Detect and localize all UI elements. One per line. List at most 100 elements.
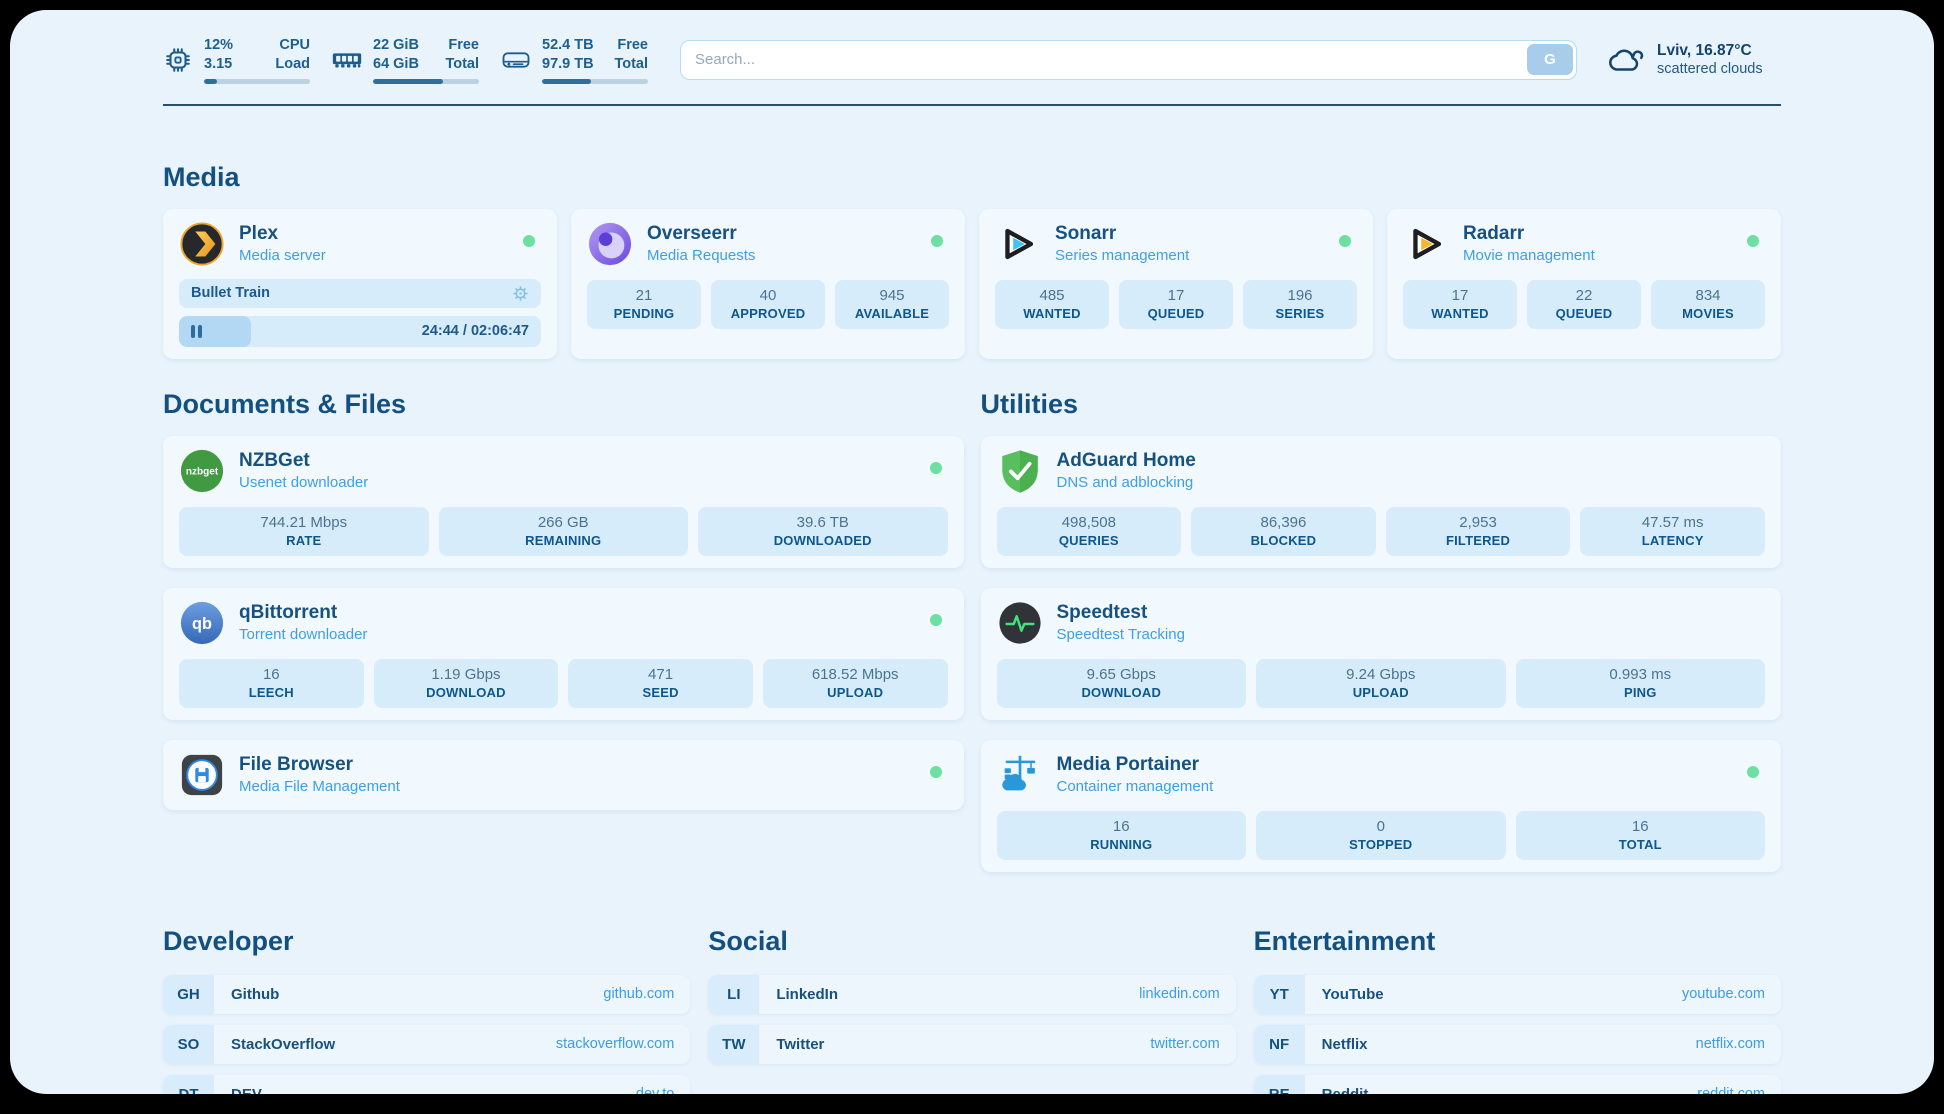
bookmark-url[interactable]: dev.to <box>636 1086 674 1094</box>
app-title[interactable]: AdGuard Home <box>1056 450 1196 472</box>
stat-tile-queued: 22 QUEUED <box>1527 279 1641 329</box>
bookmark-name[interactable]: Netflix <box>1321 1035 1368 1053</box>
search-input[interactable] <box>681 51 1527 69</box>
bookmark-row-github[interactable]: GH Github github.com <box>163 974 691 1014</box>
app-header: nzbget NZBGet Usenet downloader <box>179 448 948 494</box>
section-title-media: Media <box>163 161 240 192</box>
app-card-overseerr[interactable]: Overseerr Media Requests 21 PENDING 40 APPROV… <box>571 208 965 359</box>
stat-tile-stopped: 0 STOPPED <box>1256 810 1506 860</box>
disk-free-value: 52.4 TB <box>542 37 594 53</box>
bookmark-row-linkedin[interactable]: LI LinkedIn linkedin.com <box>708 974 1236 1014</box>
pause-icon[interactable] <box>191 324 202 338</box>
bookmark-row-netflix[interactable]: NF Netflix netflix.com <box>1253 1024 1781 1064</box>
app-header: Sonarr Series management <box>995 221 1357 267</box>
app-card-qbittorrent[interactable]: qb qBittorrent Torrent downloader 16 LEECH 1.… <box>163 587 964 720</box>
card-stack: AdGuard Home DNS and adblocking 498,508 QUE… <box>980 435 1781 872</box>
stat-tile-ping: 0.993 ms PING <box>1515 658 1765 708</box>
app-title[interactable]: Media Portainer <box>1056 754 1200 776</box>
bookmark-url[interactable]: reddit.com <box>1697 1086 1765 1094</box>
online-status-dot <box>523 234 535 247</box>
playback-progress-bar[interactable]: 24:44 / 02:06:47 <box>179 315 541 347</box>
app-title[interactable]: NZBGet <box>239 450 310 472</box>
bookmark-name[interactable]: DEV <box>231 1086 262 1094</box>
app-title[interactable]: qBittorrent <box>239 602 338 624</box>
app-card-speedtest[interactable]: Speedtest Speedtest Tracking 9.65 Gbps DOWN… <box>980 587 1781 720</box>
cpu-label: CPU <box>279 37 310 53</box>
bookmark-row-dev[interactable]: DT DEV dev.to <box>163 1074 691 1094</box>
app-card-sonarr[interactable]: Sonarr Series management 485 WANTED 17 QUEUED… <box>979 208 1373 359</box>
app-title[interactable]: Sonarr <box>1055 223 1117 245</box>
disk-widget: 52.4 TB Free 97.9 TB Total <box>501 36 648 84</box>
bookmark-row-reddit[interactable]: RE Reddit reddit.com <box>1253 1074 1781 1094</box>
cpu-icon <box>163 45 193 75</box>
stat-tile-download: 9.65 Gbps DOWNLOAD <box>996 658 1246 708</box>
weather-location-temp: Lviv, 16.87°C <box>1657 42 1752 60</box>
stat-value: 498,508 <box>1061 513 1116 531</box>
section-title-social: Social <box>708 925 788 956</box>
bookmark-url[interactable]: github.com <box>603 986 675 1003</box>
bookmark-name[interactable]: YouTube <box>1321 985 1384 1003</box>
stat-value: 17 <box>1451 286 1469 304</box>
bookmark-row-twitter[interactable]: TW Twitter twitter.com <box>708 1024 1236 1064</box>
bookmark-url[interactable]: stackoverflow.com <box>555 1036 675 1053</box>
app-card-plex[interactable]: Plex Media server Bullet Train 24:44 / 02:0… <box>163 208 557 359</box>
app-card-radarr[interactable]: Radarr Movie management 17 WANTED 22 QUEUED 83… <box>1387 208 1781 359</box>
ram-progress-fill <box>373 78 443 84</box>
app-title[interactable]: Radarr <box>1463 223 1525 245</box>
stat-tile-upload: 9.24 Gbps UPLOAD <box>1256 658 1506 708</box>
svg-text:qb: qb <box>192 614 212 632</box>
now-playing-bar: Bullet Train <box>179 278 541 308</box>
bookmark-name[interactable]: Reddit <box>1322 1086 1369 1094</box>
bookmark-url[interactable]: youtube.com <box>1681 986 1765 1003</box>
disk-icon <box>501 45 531 75</box>
app-title[interactable]: Overseerr <box>647 223 737 245</box>
stat-value: 86,396 <box>1260 513 1307 531</box>
bookmark-row-youtube[interactable]: YT YouTube youtube.com <box>1253 974 1781 1014</box>
app-subtitle: Movie management <box>1463 247 1595 265</box>
stat-tile-wanted: 17 WANTED <box>1403 279 1517 329</box>
top-bar: 12% CPU 3.15 Load 22 GiB Free 64 GiB Total <box>163 10 1781 84</box>
bookmark-row-stackoverflow[interactable]: SO StackOverflow stackoverflow.com <box>163 1024 691 1064</box>
overseerr-icon <box>587 221 633 267</box>
online-status-dot <box>1747 234 1759 247</box>
stat-tile-leech: 16 LEECH <box>179 658 364 708</box>
gear-icon[interactable] <box>512 285 529 302</box>
cloud-icon <box>1605 43 1645 77</box>
stat-tile-pending: 21 PENDING <box>587 279 701 329</box>
bookmark-name[interactable]: LinkedIn <box>776 985 838 1003</box>
stat-tile-total: 16 TOTAL <box>1515 810 1765 860</box>
app-subtitle: Series management <box>1055 247 1190 265</box>
app-card-adguard-home[interactable]: AdGuard Home DNS and adblocking 498,508 QUE… <box>980 435 1781 568</box>
app-card-nzbget[interactable]: nzbget NZBGet Usenet downloader 744.21 Mbps… <box>163 435 964 568</box>
bookmark-name[interactable]: Github <box>231 985 280 1003</box>
stats-row: 21 PENDING 40 APPROVED 945 AVAILABLE <box>587 279 949 329</box>
stat-value: 0 <box>1376 817 1385 835</box>
stat-value: 47.57 ms <box>1641 513 1704 531</box>
ram-total-value: 64 GiB <box>373 55 419 72</box>
app-card-file-browser[interactable]: File Browser Media File Management <box>163 739 964 810</box>
stat-label: AVAILABLE <box>854 305 930 321</box>
bookmark-url[interactable]: linkedin.com <box>1139 986 1220 1003</box>
section-title-utilities: Utilities <box>980 388 1079 419</box>
bookmark-abbr-badge: TW <box>708 1024 760 1064</box>
app-subtitle: Container management <box>1056 778 1214 796</box>
stat-label: QUERIES <box>1058 532 1119 548</box>
stat-tile-latency: 47.57 ms LATENCY <box>1580 506 1765 556</box>
bookmark-url[interactable]: netflix.com <box>1695 1036 1765 1053</box>
bookmark-name[interactable]: Twitter <box>776 1035 825 1053</box>
app-card-media-portainer[interactable]: Media Portainer Container management 16 RUN… <box>980 739 1781 872</box>
stat-value: 21 <box>635 286 653 304</box>
search-engine-button[interactable]: G <box>1527 44 1573 76</box>
stats-row: 17 WANTED 22 QUEUED 834 MOVIES <box>1403 279 1765 329</box>
bookmark-url[interactable]: twitter.com <box>1150 1036 1220 1053</box>
app-title[interactable]: File Browser <box>239 754 354 776</box>
svg-text:nzbget: nzbget <box>186 466 219 477</box>
stat-label: BLOCKED <box>1250 532 1317 548</box>
bookmark-name[interactable]: StackOverflow <box>231 1035 336 1053</box>
stat-tile-queries: 498,508 QUERIES <box>996 506 1182 556</box>
app-title[interactable]: Plex <box>239 223 279 245</box>
stat-value: 1.19 Gbps <box>431 665 501 683</box>
app-title[interactable]: Speedtest <box>1056 602 1148 624</box>
stat-value: 16 <box>1112 817 1130 835</box>
section-documents-files: Documents & Files nzbget NZBGet Usenet down… <box>163 359 964 872</box>
